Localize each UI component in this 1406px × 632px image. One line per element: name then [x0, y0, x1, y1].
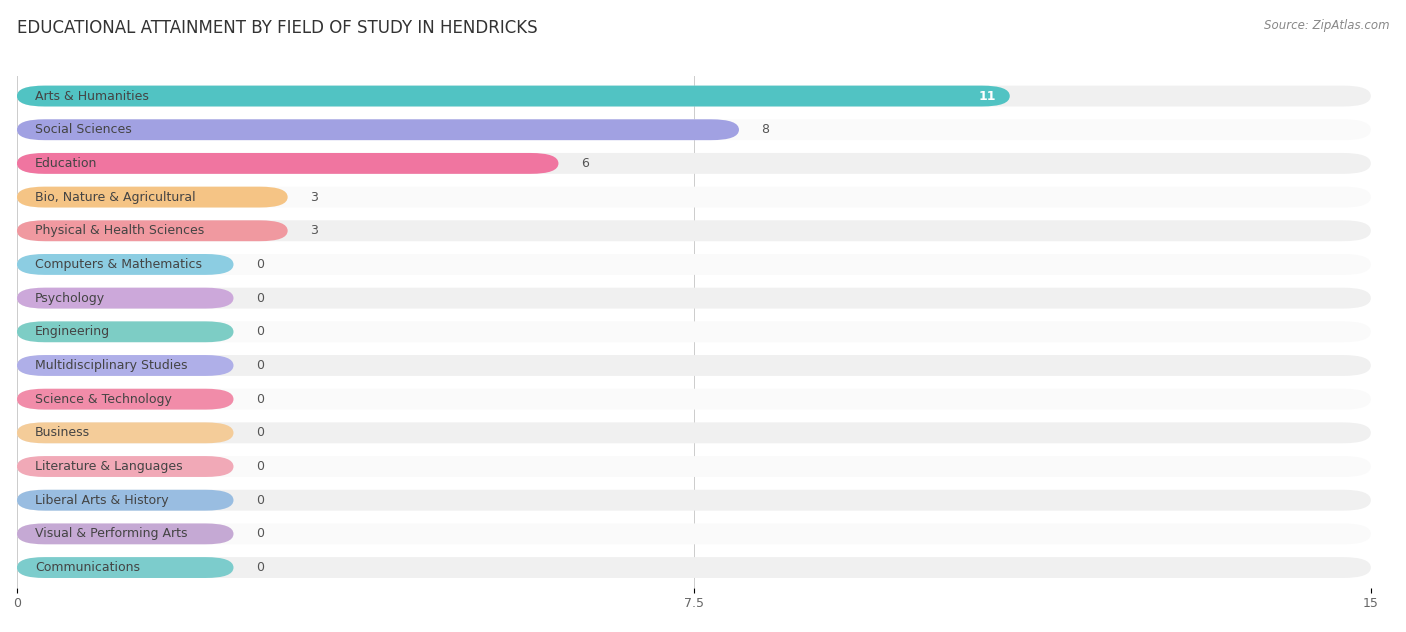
FancyBboxPatch shape — [17, 490, 233, 511]
Text: 0: 0 — [256, 460, 264, 473]
Text: 8: 8 — [762, 123, 769, 137]
Text: 6: 6 — [581, 157, 589, 170]
Text: 0: 0 — [256, 359, 264, 372]
Text: Social Sciences: Social Sciences — [35, 123, 132, 137]
FancyBboxPatch shape — [17, 85, 1371, 106]
FancyBboxPatch shape — [17, 523, 233, 544]
FancyBboxPatch shape — [17, 456, 1371, 477]
FancyBboxPatch shape — [17, 557, 1371, 578]
Text: 0: 0 — [256, 291, 264, 305]
FancyBboxPatch shape — [17, 85, 1010, 106]
FancyBboxPatch shape — [17, 119, 740, 140]
Text: Engineering: Engineering — [35, 325, 110, 338]
Text: Visual & Performing Arts: Visual & Performing Arts — [35, 527, 187, 540]
Text: EDUCATIONAL ATTAINMENT BY FIELD OF STUDY IN HENDRICKS: EDUCATIONAL ATTAINMENT BY FIELD OF STUDY… — [17, 19, 537, 37]
FancyBboxPatch shape — [17, 523, 1371, 544]
Text: Education: Education — [35, 157, 97, 170]
Text: 0: 0 — [256, 427, 264, 439]
Text: Bio, Nature & Agricultural: Bio, Nature & Agricultural — [35, 191, 195, 204]
FancyBboxPatch shape — [17, 254, 233, 275]
Text: 0: 0 — [256, 325, 264, 338]
FancyBboxPatch shape — [17, 221, 1371, 241]
FancyBboxPatch shape — [17, 186, 288, 207]
Text: Physical & Health Sciences: Physical & Health Sciences — [35, 224, 204, 237]
FancyBboxPatch shape — [17, 321, 1371, 343]
Text: 0: 0 — [256, 494, 264, 507]
FancyBboxPatch shape — [17, 389, 1371, 410]
Text: 3: 3 — [311, 191, 318, 204]
Text: Multidisciplinary Studies: Multidisciplinary Studies — [35, 359, 187, 372]
Text: Source: ZipAtlas.com: Source: ZipAtlas.com — [1264, 19, 1389, 32]
FancyBboxPatch shape — [17, 153, 1371, 174]
Text: Liberal Arts & History: Liberal Arts & History — [35, 494, 169, 507]
FancyBboxPatch shape — [17, 456, 233, 477]
Text: Science & Technology: Science & Technology — [35, 392, 172, 406]
FancyBboxPatch shape — [17, 422, 233, 443]
FancyBboxPatch shape — [17, 221, 288, 241]
FancyBboxPatch shape — [17, 119, 1371, 140]
Text: 11: 11 — [979, 90, 997, 102]
FancyBboxPatch shape — [17, 153, 558, 174]
Text: Arts & Humanities: Arts & Humanities — [35, 90, 149, 102]
Text: Business: Business — [35, 427, 90, 439]
FancyBboxPatch shape — [17, 254, 1371, 275]
FancyBboxPatch shape — [17, 288, 233, 308]
FancyBboxPatch shape — [17, 355, 233, 376]
Text: Literature & Languages: Literature & Languages — [35, 460, 183, 473]
FancyBboxPatch shape — [17, 422, 1371, 443]
Text: 3: 3 — [311, 224, 318, 237]
Text: Computers & Mathematics: Computers & Mathematics — [35, 258, 202, 271]
Text: 0: 0 — [256, 527, 264, 540]
FancyBboxPatch shape — [17, 321, 233, 343]
Text: Psychology: Psychology — [35, 291, 105, 305]
FancyBboxPatch shape — [17, 186, 1371, 207]
Text: 0: 0 — [256, 561, 264, 574]
FancyBboxPatch shape — [17, 557, 233, 578]
FancyBboxPatch shape — [17, 490, 1371, 511]
Text: 0: 0 — [256, 258, 264, 271]
FancyBboxPatch shape — [17, 355, 1371, 376]
FancyBboxPatch shape — [17, 288, 1371, 308]
FancyBboxPatch shape — [17, 389, 233, 410]
Text: Communications: Communications — [35, 561, 141, 574]
Text: 0: 0 — [256, 392, 264, 406]
